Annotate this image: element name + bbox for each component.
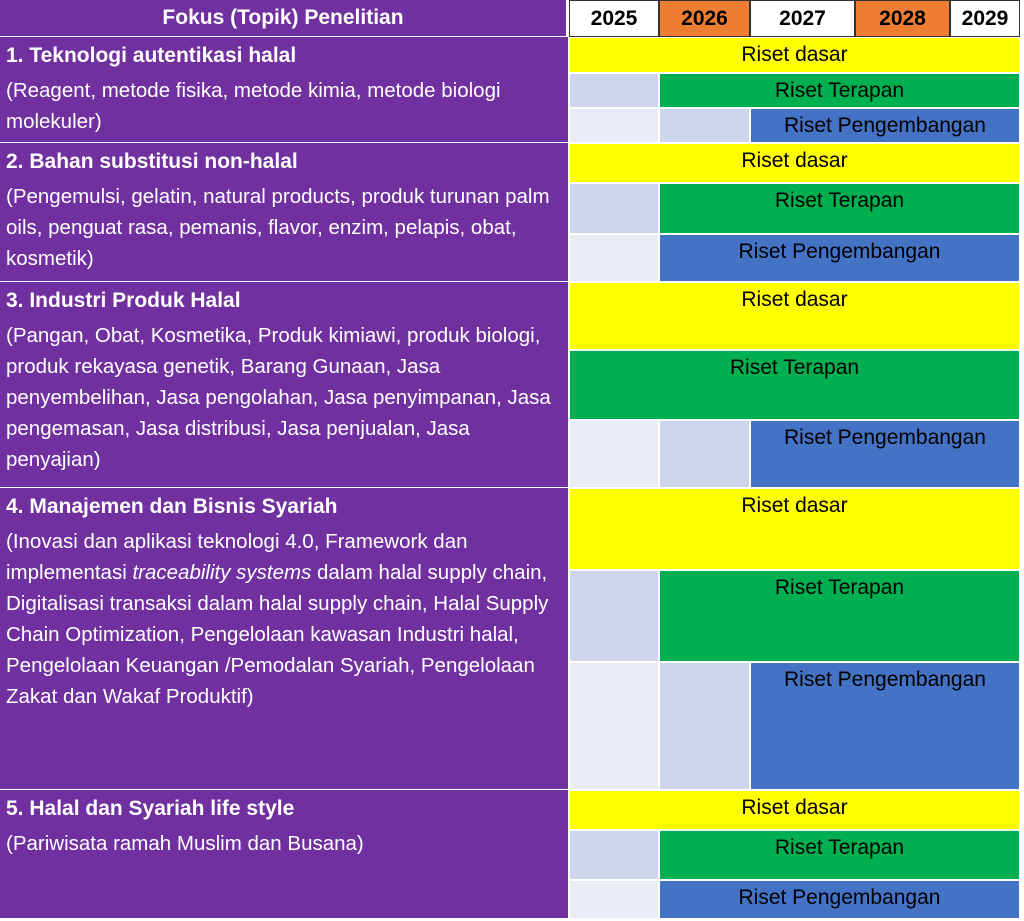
- activity-bar: Riset Terapan: [569, 350, 1020, 420]
- empty-cell: [569, 880, 659, 919]
- topic-description: (Pangan, Obat, Kosmetika, Produk kimiawi…: [6, 320, 562, 475]
- activity-bar: Riset Pengembangan: [659, 880, 1020, 919]
- topic-title: 1. Teknologi autentikasi halal: [6, 44, 297, 67]
- activity-bar: Riset dasar: [569, 282, 1020, 350]
- description-text: (Inovasi dan aplikasi teknologi 4.0, Fra…: [6, 530, 468, 584]
- activity-bar: Riset Terapan: [659, 73, 1020, 108]
- description-text: (Reagent, metode fisika, metode kimia, m…: [6, 79, 501, 133]
- topic-cell: 4. Manajemen dan Bisnis Syariah (Inovasi …: [0, 488, 568, 791]
- topic-cell: 3. Industri Produk Halal (Pangan, Obat, K…: [0, 282, 568, 489]
- year-header: 2026: [659, 0, 750, 37]
- empty-cell: [659, 420, 750, 488]
- year-header: 2029: [950, 0, 1020, 37]
- topic-title: 2. Bahan substitusi non-halal: [6, 150, 298, 173]
- activity-bar: Riset Pengembangan: [750, 420, 1020, 488]
- topic-cell: 5. Halal dan Syariah life style (Pariwisa…: [0, 790, 568, 920]
- empty-cell: [569, 420, 659, 488]
- empty-cell: [569, 570, 659, 662]
- topic-description: (Reagent, metode fisika, metode kimia, m…: [6, 75, 562, 137]
- activity-bar: Riset dasar: [569, 488, 1020, 570]
- empty-cell: [569, 108, 659, 143]
- activity-bar: Riset Terapan: [659, 570, 1020, 662]
- topic-title: 3. Industri Produk Halal: [6, 289, 241, 312]
- activity-bar: Riset Terapan: [659, 830, 1020, 880]
- empty-cell: [569, 73, 659, 108]
- activity-bar: Riset Pengembangan: [750, 662, 1020, 790]
- activity-bar: Riset dasar: [569, 790, 1020, 830]
- description-text: (Pariwisata ramah Muslim dan Busana): [6, 832, 364, 855]
- description-text: traceability systems: [132, 561, 312, 584]
- activity-bar: Riset Pengembangan: [750, 108, 1020, 143]
- year-header: 2025: [569, 0, 659, 37]
- empty-cell: [569, 830, 659, 880]
- topic-cell: 1. Teknologi autentikasi halal (Reagent, …: [0, 37, 568, 144]
- activity-bar: Riset Pengembangan: [659, 234, 1020, 282]
- description-text: (Pengemulsi, gelatin, natural products, …: [6, 185, 550, 270]
- empty-cell: [569, 234, 659, 282]
- description-text: (Pangan, Obat, Kosmetika, Produk kimiawi…: [6, 324, 551, 471]
- activity-bar: Riset dasar: [569, 37, 1020, 73]
- year-header: 2027: [750, 0, 855, 37]
- description-text: dalam halal supply chain, Digitalisasi t…: [6, 561, 549, 708]
- header-title: Fokus (Topik) Penelitian: [0, 0, 568, 36]
- empty-cell: [569, 662, 659, 790]
- topic-title: 4. Manajemen dan Bisnis Syariah: [6, 495, 338, 518]
- topic-description: (Inovasi dan aplikasi teknologi 4.0, Fra…: [6, 526, 562, 712]
- topic-cell: 2. Bahan substitusi non-halal (Pengemulsi…: [0, 143, 568, 283]
- activity-bar: Riset Terapan: [659, 183, 1020, 234]
- topic-title: 5. Halal dan Syariah life style: [6, 797, 295, 820]
- topic-description: (Pariwisata ramah Muslim dan Busana): [6, 828, 562, 859]
- empty-cell: [569, 183, 659, 234]
- activity-bar: Riset dasar: [569, 143, 1020, 183]
- topic-description: (Pengemulsi, gelatin, natural products, …: [6, 181, 562, 274]
- year-header: 2028: [855, 0, 950, 37]
- empty-cell: [659, 662, 750, 790]
- empty-cell: [659, 108, 750, 143]
